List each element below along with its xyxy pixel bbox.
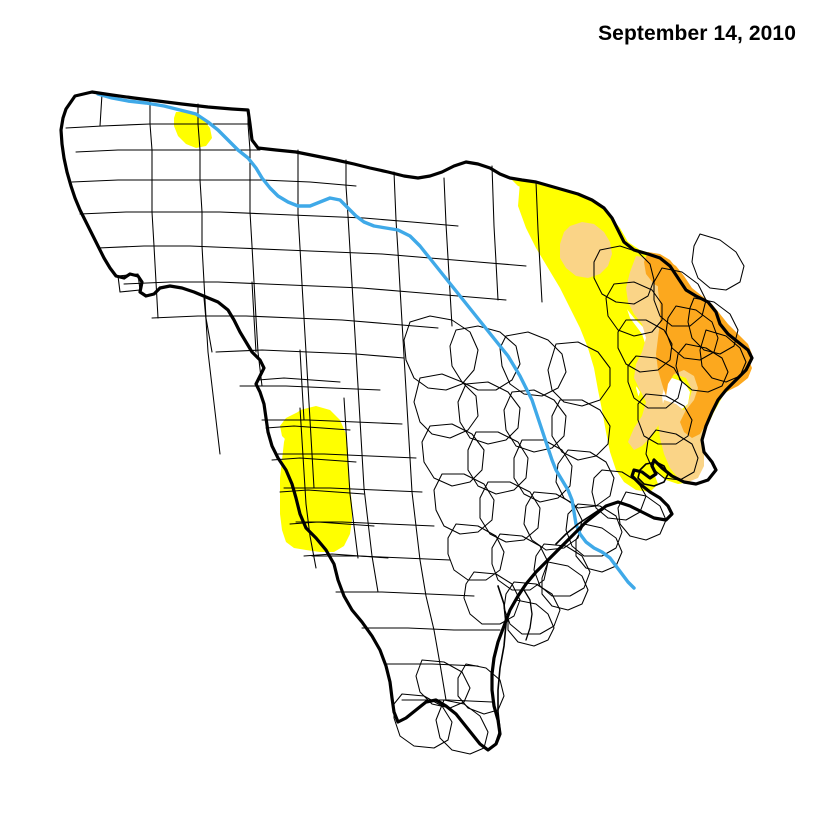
rivers-layer <box>96 92 636 590</box>
county-line <box>605 281 663 337</box>
state-outline-layer <box>59 90 754 752</box>
page-title: September 14, 2010 <box>598 22 796 45</box>
county-line <box>197 103 213 353</box>
county-line <box>97 245 527 267</box>
county-line <box>343 397 359 559</box>
county-line <box>401 699 493 703</box>
texas-state-border <box>59 90 754 752</box>
county-line <box>467 431 529 495</box>
county-line <box>665 305 719 361</box>
county-line <box>523 491 583 551</box>
county-line <box>239 385 381 391</box>
county-line <box>203 297 221 455</box>
county-line <box>413 373 479 439</box>
county-line <box>443 177 453 327</box>
county-line <box>541 561 589 611</box>
county-line <box>457 381 521 445</box>
county-line <box>297 149 315 489</box>
county-line <box>261 419 403 425</box>
county-line <box>491 165 499 301</box>
county-line <box>277 453 417 459</box>
county-line <box>215 349 405 359</box>
county-line <box>533 543 591 597</box>
county-line <box>251 281 257 353</box>
coastal-inlet-detail <box>523 589 533 641</box>
county-line <box>547 341 611 407</box>
county-line <box>691 233 745 291</box>
drought-region-northeast-d0-interior <box>518 182 658 492</box>
county-line <box>271 457 357 463</box>
county-line <box>447 523 505 581</box>
county-line <box>299 407 317 569</box>
county-line <box>507 599 555 647</box>
county-line <box>491 533 549 591</box>
galveston-bay-outline <box>637 461 669 487</box>
drought-region-panhandle-d0 <box>174 112 212 148</box>
drought-region-northeast-d2-east-tip <box>708 340 752 398</box>
county-line <box>675 343 729 393</box>
county-line <box>617 491 667 541</box>
county-line <box>415 659 471 709</box>
county-line <box>345 159 379 593</box>
river-canadian-red <box>96 92 636 590</box>
county-line <box>123 281 507 301</box>
coastal-detail-layer <box>495 461 669 743</box>
county-line <box>433 473 495 535</box>
county-line <box>99 93 103 127</box>
county-line <box>265 425 351 431</box>
county-line <box>299 349 305 421</box>
drought-region-north-d1-isolated-patch <box>560 222 612 278</box>
barrier-island-padre <box>495 585 507 743</box>
county-line <box>627 355 683 409</box>
county-line <box>247 109 263 387</box>
county-line <box>283 487 423 493</box>
county-line <box>565 503 623 557</box>
county-line <box>403 315 479 391</box>
county-line <box>687 297 739 355</box>
county-line <box>513 439 573 503</box>
county-line <box>335 591 475 597</box>
county-line <box>449 325 521 391</box>
county-line <box>653 267 707 327</box>
county-line <box>535 181 543 303</box>
county-line <box>503 581 561 635</box>
county-line <box>385 663 479 667</box>
county-line <box>71 179 357 187</box>
county-line <box>75 149 261 153</box>
county-line <box>575 523 623 573</box>
county-line <box>463 571 521 625</box>
county-boundaries-layer <box>65 93 747 755</box>
county-line <box>503 389 567 453</box>
drought-region-northeast-d2-north-spur <box>644 252 680 290</box>
county-line <box>499 331 567 397</box>
county-line <box>699 329 747 383</box>
barrier-island-matagorda <box>555 507 603 545</box>
county-line <box>421 423 485 487</box>
county-line <box>257 377 341 383</box>
county-line <box>361 627 501 631</box>
county-line <box>393 171 447 701</box>
county-line <box>617 319 673 373</box>
county-line <box>303 553 389 559</box>
county-line <box>149 99 159 319</box>
county-line <box>151 315 439 329</box>
county-line <box>479 481 541 543</box>
county-line <box>637 393 693 445</box>
